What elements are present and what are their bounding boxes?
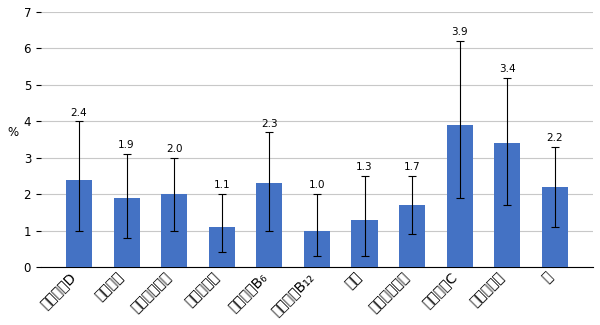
Bar xyxy=(304,230,330,267)
Bar xyxy=(256,183,283,267)
Text: 2.3: 2.3 xyxy=(261,119,278,129)
Text: 3.4: 3.4 xyxy=(499,64,515,74)
Text: 1.1: 1.1 xyxy=(214,180,230,190)
Text: 1.7: 1.7 xyxy=(404,162,421,172)
Text: 2.2: 2.2 xyxy=(547,133,563,143)
Bar xyxy=(113,198,140,267)
Bar xyxy=(494,143,520,267)
Text: 2.4: 2.4 xyxy=(71,108,88,118)
Text: 2.0: 2.0 xyxy=(166,144,182,154)
Bar xyxy=(399,205,425,267)
Bar xyxy=(542,187,568,267)
Bar xyxy=(161,194,187,267)
Y-axis label: %: % xyxy=(7,126,18,139)
Text: 1.3: 1.3 xyxy=(356,162,373,172)
Bar xyxy=(66,180,92,267)
Bar xyxy=(446,125,473,267)
Text: 1.9: 1.9 xyxy=(118,140,135,150)
Bar xyxy=(352,220,377,267)
Text: 3.9: 3.9 xyxy=(451,27,468,37)
Bar xyxy=(209,227,235,267)
Text: 1.0: 1.0 xyxy=(308,180,325,190)
